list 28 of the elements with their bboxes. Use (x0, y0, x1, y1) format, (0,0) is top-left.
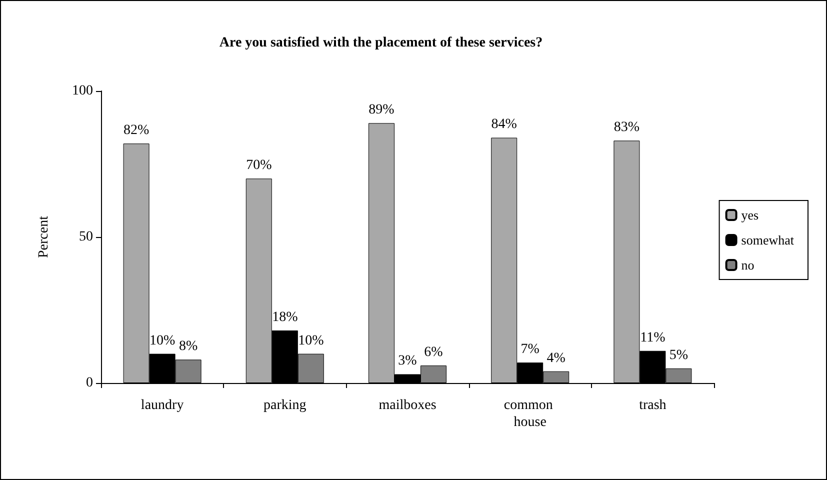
y-axis-title: Percent (36, 216, 52, 258)
data-label: 70% (246, 158, 272, 174)
data-label: 84% (491, 117, 518, 132)
data-label: 11% (640, 330, 666, 346)
data-label: 3% (398, 354, 418, 369)
y-tick-label: 50 (79, 230, 93, 244)
data-label: 7% (520, 342, 540, 358)
y-tick-label: 100 (72, 84, 93, 98)
legend-label: yes (741, 208, 759, 222)
data-label: 5% (669, 348, 688, 363)
x-tick-label: trash (639, 398, 666, 413)
data-label: 83% (614, 120, 640, 136)
y-tick-label: 0 (86, 376, 93, 390)
legend-label: somewhat (741, 232, 794, 248)
data-label: 18% (272, 310, 298, 325)
data-label: 89% (368, 102, 395, 118)
data-label: 6% (424, 344, 444, 360)
data-label: 10% (298, 333, 324, 348)
x-tick-label: mailboxes (378, 398, 436, 413)
chart-title: Are you satisfied with the placement of these services? (219, 36, 543, 50)
x-tick-label: common house (504, 398, 556, 430)
data-label: 4% (546, 350, 566, 366)
legend-label: no (741, 258, 754, 272)
data-label: 8% (178, 339, 198, 354)
x-tick-label: laundry (140, 398, 184, 413)
data-label: 10% (149, 333, 176, 348)
x-tick-label: parking (264, 398, 306, 413)
data-label: 82% (123, 123, 150, 138)
